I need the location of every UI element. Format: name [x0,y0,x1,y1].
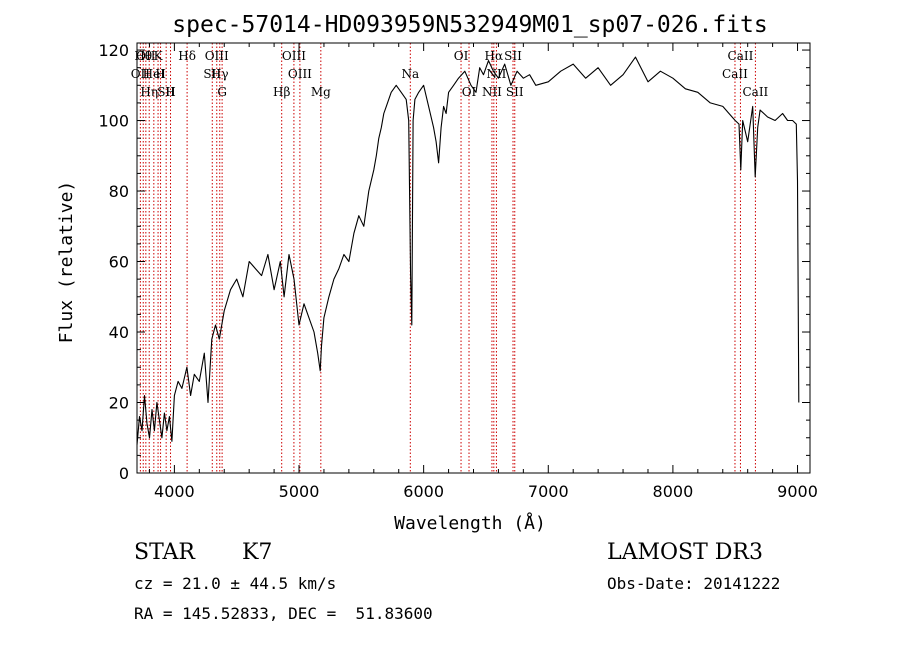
spectral-line-label: OII [136,49,156,63]
y-tick-label: 0 [119,464,129,483]
observation-date: Obs-Date: 20141222 [607,574,781,593]
y-tick-label: 120 [98,41,129,60]
x-tick-label: 9000 [777,482,818,501]
object-class-label: STAR [134,540,195,565]
spectral-line-label: OII [131,67,151,81]
y-tick-label: 40 [109,323,129,342]
object-subclass: K7 [242,540,273,565]
spectral-line-label: G [217,85,227,99]
spectral-line-label: SII [506,85,524,99]
spectral-line-label: OI [462,85,477,99]
spectral-line-label: Hβ [273,85,290,99]
coordinates-readout: RA = 145.52833, DEC = 51.83600 [134,604,433,623]
spectral-line-markers [139,43,756,473]
spectral-line-label: Mg [311,85,331,99]
spectral-line-label: Hα [485,49,504,63]
x-tick-label: 7000 [528,482,569,501]
spectral-line-label: OIII [205,49,229,63]
redshift-readout: cz = 21.0 ± 44.5 km/s [134,574,337,593]
flux-line-series [136,56,800,445]
spectral-line-label: OIII [288,67,312,81]
x-tick-label: 5000 [279,482,320,501]
x-tick-label: 8000 [653,482,694,501]
spectral-line-label: CaII [742,85,768,99]
spectral-line-label: Hθ [134,49,152,63]
spectral-line-label: Hη [140,85,158,99]
spectral-line-label: CaII [722,67,748,81]
y-tick-label: 60 [109,253,129,272]
spectral-line-label: NII [482,85,502,99]
plot-frame [136,42,811,474]
spectral-line-label: OI [454,49,469,63]
flux-series [136,56,800,445]
survey-name: LAMOST DR3 [607,540,763,565]
y-tick-label: 80 [109,182,129,201]
spectral-line-label: OIII [282,49,306,63]
x-axis-label: Wavelength (Å) [394,512,546,534]
spectral-line-label: H [155,67,165,81]
spectral-line-label: NII [486,67,506,81]
y-axis-ticks: 0 20 40 60 80 100 120 [98,41,810,483]
spectral-line-label: K [154,49,164,63]
chart-title: spec-57014-HD093959N532949M01_sp07-026.f… [172,12,767,38]
y-tick-label: 100 [98,112,129,131]
spectral-line-label: H [165,85,175,99]
spectral-line-label: SII [203,67,221,81]
spectral-line-label: CaII [728,49,754,63]
y-tick-label: 20 [109,394,129,413]
spectral-line-label: HeI [143,67,166,81]
y-axis-label: Flux (relative) [56,181,77,344]
spectral-line-label: SII [504,49,522,63]
spectral-line-label: Hγ [211,67,229,81]
spectral-line-label: Na [401,67,419,81]
spectral-line-label: Hδ [178,49,196,63]
x-axis-ticks: 4000 5000 6000 7000 8000 9000 [148,43,818,501]
spectral-line-label: SII [157,85,175,99]
x-tick-label: 6000 [403,482,444,501]
x-tick-label: 4000 [154,482,195,501]
